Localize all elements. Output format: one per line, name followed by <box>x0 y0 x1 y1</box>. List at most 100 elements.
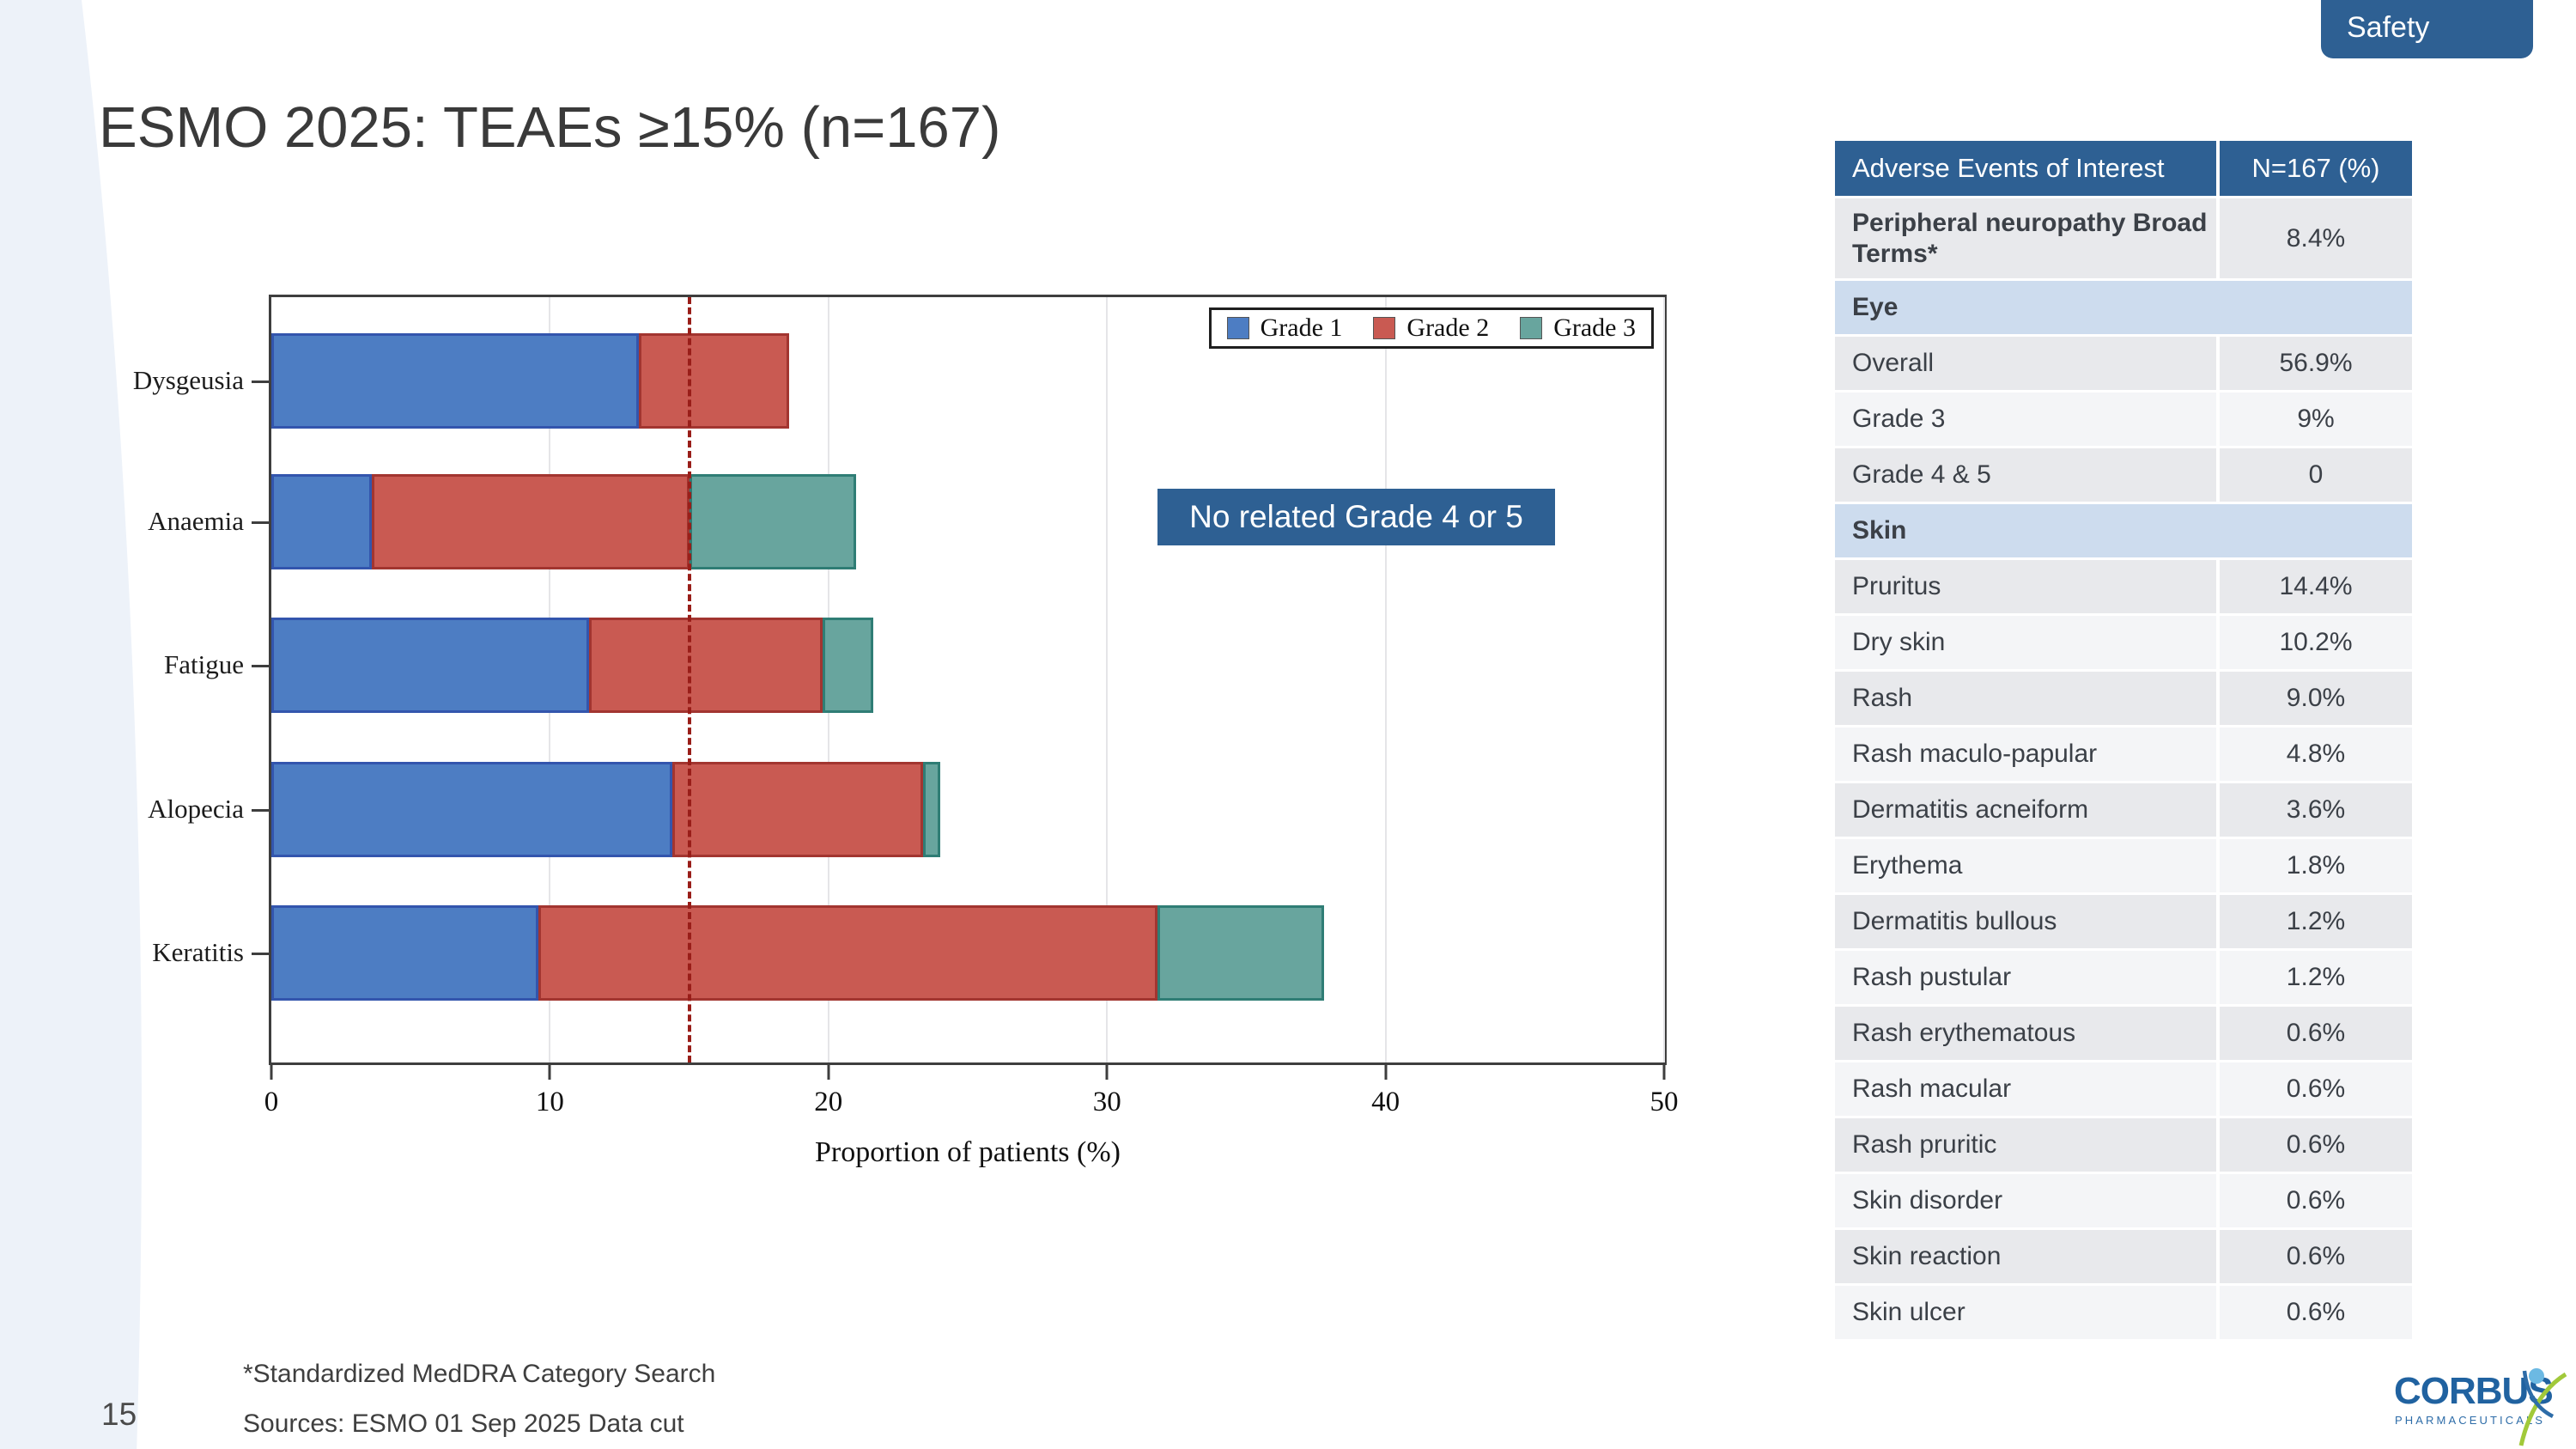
table-row: Dermatitis acneiform 3.6% <box>1835 781 2412 837</box>
x-axis-title: Proportion of patients (%) <box>815 1136 1121 1168</box>
table-row-value: 0.6% <box>2216 1118 2412 1172</box>
x-axis-tick <box>548 1065 551 1080</box>
bar-row-anaemia <box>271 474 1664 569</box>
legend-swatch-icon <box>1373 317 1396 339</box>
no-grade45-callout: No related Grade 4 or 5 <box>1157 489 1555 545</box>
table-row-label: Pruritus <box>1852 572 1941 600</box>
bar-segment-grade-3 <box>1157 905 1325 1001</box>
table-row: Erythema 1.8% <box>1835 837 2412 892</box>
table-row-value: 14.4% <box>2216 560 2412 613</box>
legend-item: Grade 2 <box>1373 314 1489 343</box>
y-axis-label: Keratitis <box>152 936 244 967</box>
y-axis-tick <box>252 521 271 524</box>
table-row: Skin ulcer 0.6% <box>1835 1283 2412 1339</box>
bar-segment-grade-2 <box>672 762 924 857</box>
y-axis-tick <box>252 808 271 812</box>
legend-swatch-icon <box>1520 317 1543 339</box>
x-axis-tick <box>827 1065 830 1080</box>
x-axis-tick-label: 10 <box>535 1087 564 1117</box>
table-row-value: 0.6% <box>2216 1230 2412 1283</box>
bar-row-alopecia <box>271 762 1664 857</box>
table-row-value: 9% <box>2216 393 2412 446</box>
table-row-label: Skin reaction <box>1852 1242 2002 1270</box>
table-section-row: Skin <box>1835 502 2412 557</box>
table-header-row: Adverse Events of Interest N=167 (%) <box>1835 141 2412 196</box>
bar-segment-grade-1 <box>271 762 673 857</box>
table-row-label: Overall <box>1852 349 1935 377</box>
table-row: Pruritus 14.4% <box>1835 557 2412 613</box>
corbus-logo: CORBUS PHARMACEUTICALS <box>2394 1366 2570 1447</box>
table-header-n: N=167 (%) <box>2216 141 2412 196</box>
bar-segment-grade-3 <box>923 762 940 857</box>
x-axis-tick <box>270 1065 273 1080</box>
x-axis-tick-label: 40 <box>1371 1087 1400 1117</box>
table-row-value: 3.6% <box>2216 783 2412 837</box>
y-axis-label: Dysgeusia <box>132 364 244 395</box>
legend-item: Grade 1 <box>1226 314 1342 343</box>
table-row-label: Rash maculo-papular <box>1852 740 2098 768</box>
y-axis-tick <box>252 952 271 955</box>
table-row-label: Skin disorder <box>1852 1186 2003 1215</box>
x-axis-tick <box>1105 1065 1109 1080</box>
table-row: Rash erythematous 0.6% <box>1835 1004 2412 1060</box>
table-row: Skin reaction 0.6% <box>1835 1227 2412 1283</box>
y-axis-tick <box>252 380 271 383</box>
y-axis-label: Fatigue <box>164 648 244 679</box>
bar-segment-grade-1 <box>271 905 539 1001</box>
table-row-value: 1.2% <box>2216 895 2412 948</box>
logo-blue-swoosh <box>2522 1370 2555 1419</box>
table-row-label: Skin ulcer <box>1852 1298 1965 1326</box>
table-row-value: 0.6% <box>2216 1174 2412 1227</box>
background-curve <box>0 0 142 1449</box>
table-row-label: Dermatitis acneiform <box>1852 795 2089 824</box>
x-axis-tick-label: 30 <box>1092 1087 1121 1117</box>
gridline <box>1384 297 1387 1062</box>
corbus-logo-graphic: CORBUS PHARMACEUTICALS <box>2394 1368 2567 1446</box>
table-row: Grade 4 & 5 0 <box>1835 446 2412 502</box>
plot-area: Grade 1 Grade 2 Grade 3 0 10 20 30 40 50 <box>264 297 1679 1117</box>
bar-segment-grade-1 <box>271 474 372 569</box>
table-row-value: 1.2% <box>2216 951 2412 1004</box>
table-section-label: Eye <box>1852 293 1899 321</box>
table-row-label: Grade 4 & 5 <box>1852 460 1991 489</box>
table-row: Dermatitis bullous 1.2% <box>1835 892 2412 948</box>
table-row-label: Rash pruritic <box>1852 1130 1997 1159</box>
y-axis-tick <box>252 664 271 667</box>
table-row-value: 56.9% <box>2216 337 2412 390</box>
legend-swatch-icon <box>1226 317 1249 339</box>
table-row: Rash 9.0% <box>1835 669 2412 725</box>
footnote-meddra: *Standardized MedDRA Category Search <box>243 1360 716 1388</box>
y-axis-label: Alopecia <box>148 793 244 824</box>
x-axis-tick-label: 20 <box>814 1087 843 1117</box>
legend-item: Grade 3 <box>1520 314 1636 343</box>
table-row-value: 10.2% <box>2216 616 2412 669</box>
reference-line-15pct <box>687 297 691 1062</box>
table-row-label: Rash macular <box>1852 1075 2012 1103</box>
table-header-events: Adverse Events of Interest <box>1852 153 2165 184</box>
x-axis-tick <box>1662 1065 1666 1080</box>
teae-stacked-bar-chart: Grade 1 Grade 2 Grade 3 0 10 20 30 40 50 Proport… <box>133 295 1679 1168</box>
table-row: Grade 3 9% <box>1835 390 2412 446</box>
bar-segment-grade-3 <box>823 618 873 713</box>
tab-safety[interactable]: Safety <box>2321 0 2533 58</box>
table-row-value: 8.4% <box>2216 198 2412 278</box>
bar-segment-grade-1 <box>271 618 589 713</box>
y-axis-label: Anaemia <box>148 505 244 536</box>
table-row: Skin disorder 0.6% <box>1835 1172 2412 1227</box>
bar-segment-grade-3 <box>689 474 857 569</box>
x-axis-tick-label: 0 <box>264 1087 279 1117</box>
bar-row-fatigue <box>271 618 1664 713</box>
footnote-sources: Sources: ESMO 01 Sep 2025 Data cut <box>243 1409 684 1438</box>
table-row-label: Rash pustular <box>1852 963 2012 991</box>
table-row-label: Grade 3 <box>1852 405 1946 433</box>
bar-row-dysgeusia <box>271 333 1664 429</box>
table-row-value: 0.6% <box>2216 1007 2412 1060</box>
table-row-value: 0.6% <box>2216 1286 2412 1339</box>
table-section-row: Eye <box>1835 278 2412 334</box>
gridline <box>1663 297 1665 1062</box>
table-row-value: 0 <box>2216 448 2412 502</box>
table-row-label: Rash <box>1852 684 1913 712</box>
adverse-events-table: Adverse Events of Interest N=167 (%) Per… <box>1835 141 2412 1339</box>
bar-segment-grade-2 <box>639 333 790 429</box>
